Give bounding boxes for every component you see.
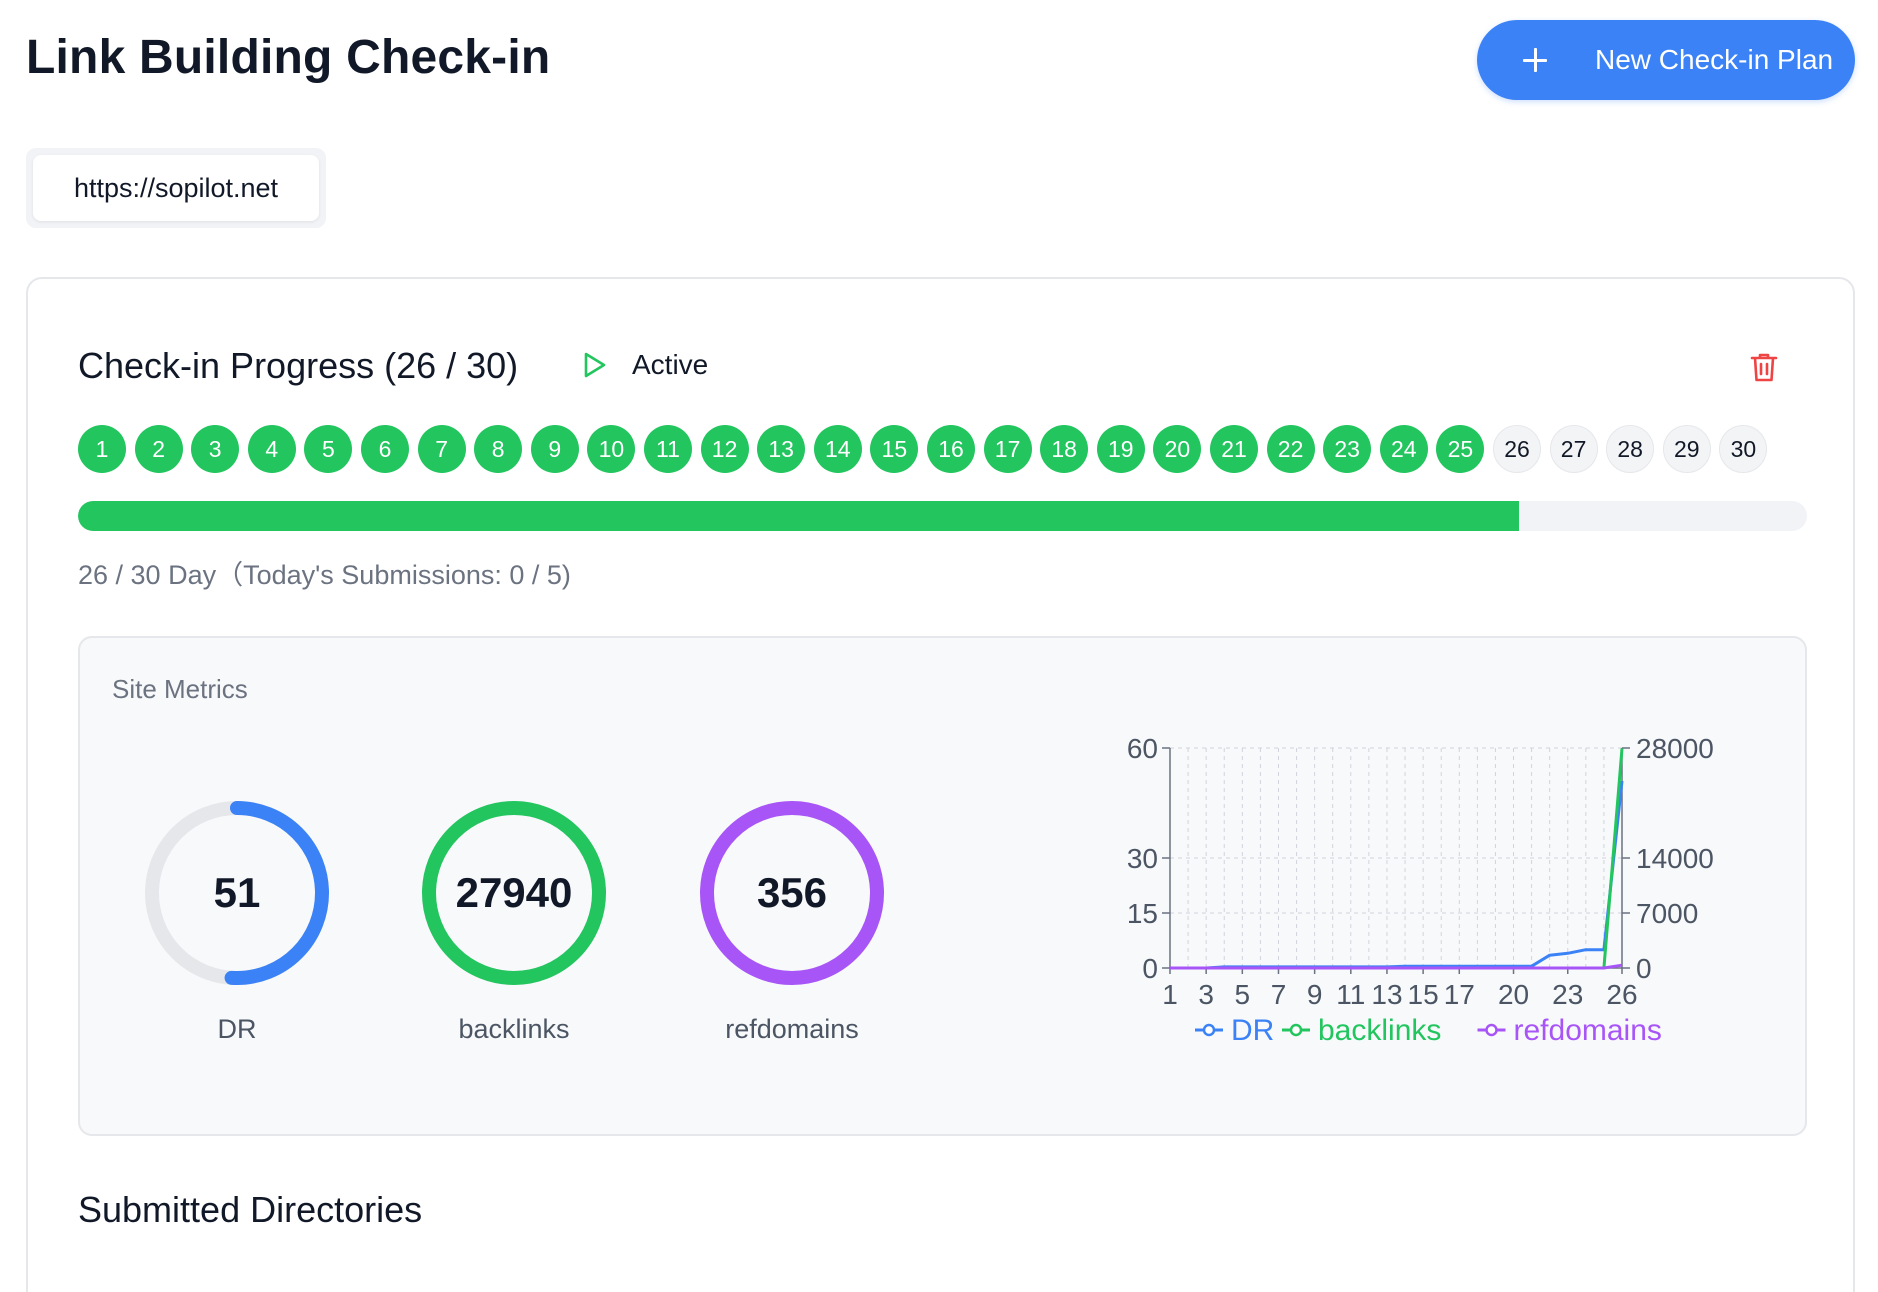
y-left-tick-label: 60: [1127, 738, 1158, 764]
series-line-DR: [1170, 780, 1624, 970]
x-tick-label: 17: [1444, 979, 1475, 1010]
day-13: 13: [757, 425, 806, 473]
day-19: 19: [1096, 425, 1145, 473]
x-tick-label: 13: [1371, 979, 1402, 1010]
site-tab-sopilot[interactable]: https://sopilot.net: [33, 155, 319, 221]
dr-label: DR: [217, 1014, 257, 1044]
series-line-refdomains: [1170, 963, 1623, 970]
legend-label-DR: DR: [1231, 1014, 1274, 1047]
new-check-in-plan-button[interactable]: New Check-in Plan: [1477, 20, 1855, 100]
x-tick-label: 3: [1198, 979, 1214, 1010]
day-27: 27: [1549, 425, 1598, 473]
day-26: 26: [1493, 425, 1541, 473]
day-18: 18: [1040, 425, 1089, 473]
legend-label-backlinks: backlinks: [1318, 1014, 1441, 1047]
site-metrics-panel: Site Metrics 51 DR 27940 backlinks 356 r: [78, 636, 1807, 1136]
day-12: 12: [700, 425, 749, 473]
day-17: 17: [983, 425, 1032, 473]
progress-bar-fill: [78, 501, 1519, 531]
backlinks-value: 27940: [455, 869, 573, 916]
backlinks-label: backlinks: [458, 1014, 570, 1044]
submitted-directories-title: Submitted Directories: [78, 1189, 423, 1230]
y-right-tick-label: 14000: [1636, 843, 1714, 874]
new-check-in-plan-label: New Check-in Plan: [1595, 44, 1834, 75]
refdomains-ring: [700, 801, 884, 985]
day-2: 2: [134, 425, 183, 473]
x-tick-label: 20: [1498, 979, 1529, 1010]
x-tick-label: 15: [1408, 979, 1439, 1010]
day-10: 10: [587, 425, 636, 473]
day-24: 24: [1379, 425, 1428, 473]
progress-bar: [78, 501, 1807, 531]
site-metrics-label: Site Metrics: [112, 674, 248, 704]
trash-icon[interactable]: [1750, 351, 1778, 383]
x-tick-label: 1: [1162, 979, 1178, 1010]
day-summary: 26 / 30 Day（Today's Submissions: 0 / 5): [78, 560, 571, 590]
day-28: 28: [1606, 425, 1655, 473]
y-left-tick-label: 15: [1127, 898, 1158, 929]
day-4: 4: [247, 425, 296, 473]
day-21: 21: [1210, 425, 1258, 473]
day-6: 6: [361, 425, 409, 473]
backlinks-gauge: 27940 backlinks: [419, 798, 609, 1045]
page-title: Link Building Check-in: [26, 31, 551, 84]
day-9: 9: [530, 425, 579, 473]
refdomains-value: 356: [756, 869, 828, 916]
y-right-tick-label: 0: [1636, 953, 1652, 984]
plus-icon: [1523, 48, 1547, 72]
legend-marker-DR: [1202, 1023, 1216, 1037]
day-11: 11: [644, 425, 692, 473]
day-8: 8: [474, 425, 523, 473]
progress-title: Check-in Progress (26 / 30): [78, 345, 519, 386]
day-3: 3: [191, 425, 240, 473]
x-tick-label: 26: [1606, 979, 1637, 1010]
refdomains-label: refdomains: [725, 1014, 859, 1044]
x-tick-label: 23: [1552, 979, 1583, 1010]
x-tick-label: 5: [1235, 979, 1251, 1010]
day-16: 16: [927, 425, 975, 473]
x-tick-label: 9: [1307, 979, 1323, 1010]
day-14: 14: [813, 425, 862, 473]
day-30: 30: [1719, 425, 1768, 473]
dr-value: 51: [213, 869, 261, 916]
day-25: 25: [1436, 425, 1485, 473]
play-icon: [584, 352, 606, 378]
site-tabs: https://sopilot.net: [26, 148, 326, 228]
x-tick-label: 7: [1271, 979, 1287, 1010]
backlinks-ring: [422, 801, 606, 985]
refdomains-gauge: 356 refdomains: [697, 798, 887, 1045]
y-left-tick-label: 0: [1142, 953, 1158, 984]
legend-marker-refdomains: [1485, 1023, 1498, 1037]
day-15: 15: [870, 425, 919, 473]
y-left-tick-label: 30: [1127, 843, 1158, 874]
legend-label-refdomains: refdomains: [1514, 1014, 1662, 1047]
day-22: 22: [1266, 425, 1315, 473]
day-29: 29: [1662, 425, 1711, 473]
day-7: 7: [417, 425, 466, 473]
y-right-tick-label: 7000: [1636, 898, 1698, 929]
x-tick-label: 11: [1336, 979, 1365, 1010]
day-5: 5: [304, 425, 353, 473]
dr-gauge: 51 DR: [142, 798, 332, 1045]
legend-marker-backlinks: [1289, 1023, 1303, 1037]
day-1: 1: [78, 425, 126, 473]
status-badge: Active: [582, 349, 708, 381]
status-text: Active: [632, 349, 709, 380]
dr-ring: [145, 801, 329, 985]
day-23: 23: [1323, 425, 1372, 473]
day-20: 20: [1153, 425, 1202, 473]
y-right-tick-label: 28000: [1636, 738, 1714, 764]
